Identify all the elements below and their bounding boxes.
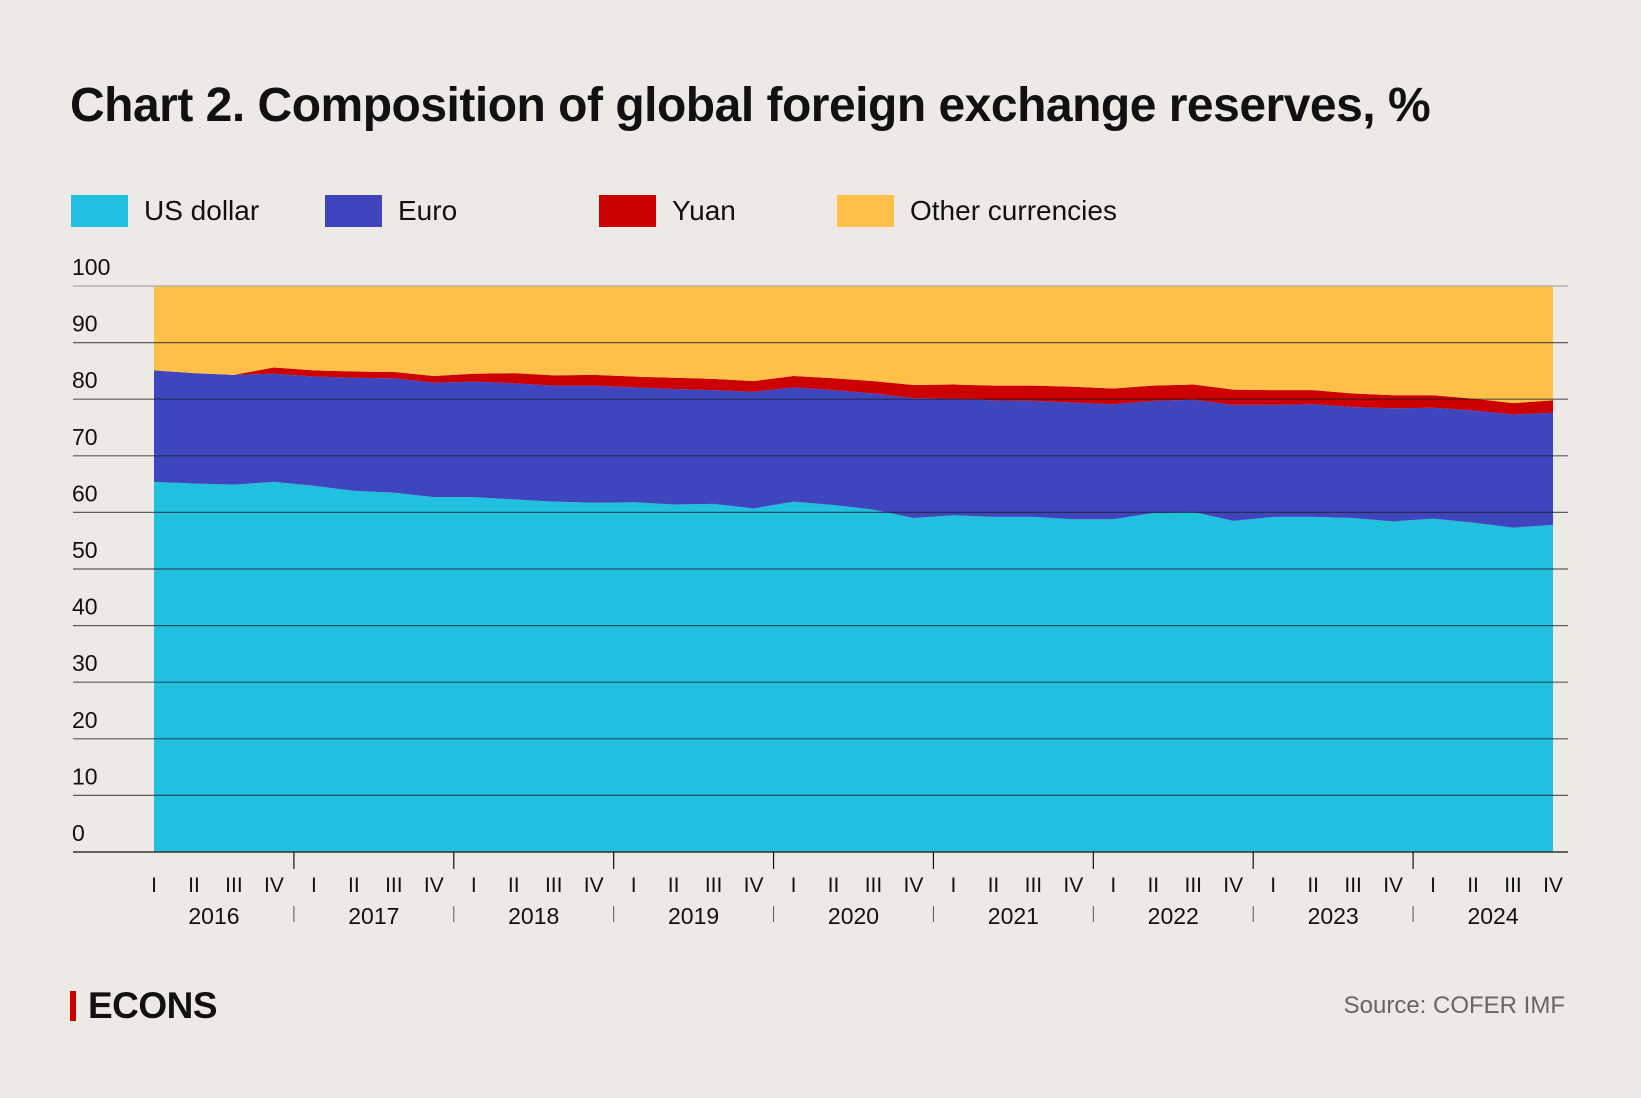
area-yuan <box>154 367 1553 415</box>
y-tick-label: 60 <box>72 480 98 506</box>
x-quarter-label: II <box>988 874 1000 897</box>
x-quarter-label: I <box>1430 874 1436 897</box>
x-quarter-label: II <box>1307 874 1319 897</box>
x-quarter-label: II <box>668 874 680 897</box>
legend-swatch-yuan <box>599 195 656 227</box>
x-year-label: 2019 <box>668 903 719 929</box>
x-quarter-label: I <box>471 874 477 897</box>
x-quarter-label: IV <box>584 874 604 897</box>
x-quarter-label: I <box>1270 874 1276 897</box>
x-year-label: 2017 <box>348 903 399 929</box>
legend-label: Other currencies <box>910 195 1117 226</box>
legend-swatch-us-dollar <box>71 195 128 227</box>
legend-item-yuan: Yuan <box>599 195 736 227</box>
x-quarter-label: I <box>151 874 157 897</box>
x-year-label: 2024 <box>1467 903 1518 929</box>
x-quarter-label: I <box>311 874 317 897</box>
legend-item-euro: Euro <box>325 195 457 227</box>
x-quarter-label: IV <box>904 874 924 897</box>
x-quarter-label: IV <box>1063 874 1083 897</box>
x-quarter-label: III <box>705 874 723 897</box>
x-quarter-label: II <box>828 874 840 897</box>
legend-swatch-euro <box>325 195 382 227</box>
econs-logo: ECONS <box>70 985 218 1027</box>
legend-label: Euro <box>398 195 458 226</box>
x-year-label: 2021 <box>988 903 1039 929</box>
source-note: Source: COFER IMF <box>1343 992 1565 1019</box>
x-quarter-label: I <box>631 874 637 897</box>
x-year-label: 2018 <box>508 903 559 929</box>
x-quarter-label: II <box>188 874 200 897</box>
y-tick-label: 80 <box>72 367 98 393</box>
x-quarter-label: III <box>545 874 563 897</box>
x-quarter-label: II <box>1147 874 1159 897</box>
logo-bar <box>70 991 76 1021</box>
area-euro <box>154 370 1553 528</box>
x-year-label: 2020 <box>828 903 879 929</box>
area-other-currencies <box>154 286 1553 404</box>
x-quarter-label: III <box>865 874 883 897</box>
x-quarter-label: IV <box>1543 874 1563 897</box>
x-quarter-label: III <box>1344 874 1362 897</box>
y-tick-label: 20 <box>72 707 98 733</box>
x-quarter-label: III <box>385 874 403 897</box>
legend-swatch-other <box>837 195 894 227</box>
legend-item-other: Other currencies <box>837 195 1117 227</box>
x-quarter-label: II <box>348 874 360 897</box>
logo-text: ECONS <box>88 985 218 1026</box>
x-quarter-label: III <box>1504 874 1522 897</box>
x-quarter-label: IV <box>1383 874 1403 897</box>
x-quarter-label: I <box>951 874 957 897</box>
x-quarter-label: IV <box>1223 874 1243 897</box>
x-quarter-label: II <box>1467 874 1479 897</box>
chart-title: Chart 2. Composition of global foreign e… <box>70 79 1431 132</box>
x-year-label: 2022 <box>1148 903 1199 929</box>
x-quarter-label: II <box>508 874 520 897</box>
x-quarter-label: IV <box>744 874 764 897</box>
legend-label: US dollar <box>144 195 260 226</box>
y-tick-label: 50 <box>72 537 98 563</box>
x-quarter-label: III <box>1184 874 1202 897</box>
y-tick-label: 10 <box>72 763 98 789</box>
x-year-label: 2023 <box>1308 903 1359 929</box>
x-quarter-label: III <box>225 874 243 897</box>
x-quarter-label: I <box>1110 874 1116 897</box>
x-quarter-label: I <box>791 874 797 897</box>
legend-label: Yuan <box>672 195 736 226</box>
y-tick-label: 100 <box>72 254 110 280</box>
y-tick-label: 0 <box>72 820 85 846</box>
legend-item-us-dollar: US dollar <box>71 195 259 227</box>
x-quarter-label: IV <box>424 874 444 897</box>
x-year-label: 2016 <box>188 903 239 929</box>
x-quarter-label: III <box>1025 874 1043 897</box>
x-quarter-label: IV <box>264 874 284 897</box>
y-tick-label: 30 <box>72 650 98 676</box>
y-tick-label: 90 <box>72 311 98 337</box>
area-us-dollar <box>154 481 1553 852</box>
y-tick-label: 70 <box>72 424 98 450</box>
y-tick-label: 40 <box>72 594 98 620</box>
